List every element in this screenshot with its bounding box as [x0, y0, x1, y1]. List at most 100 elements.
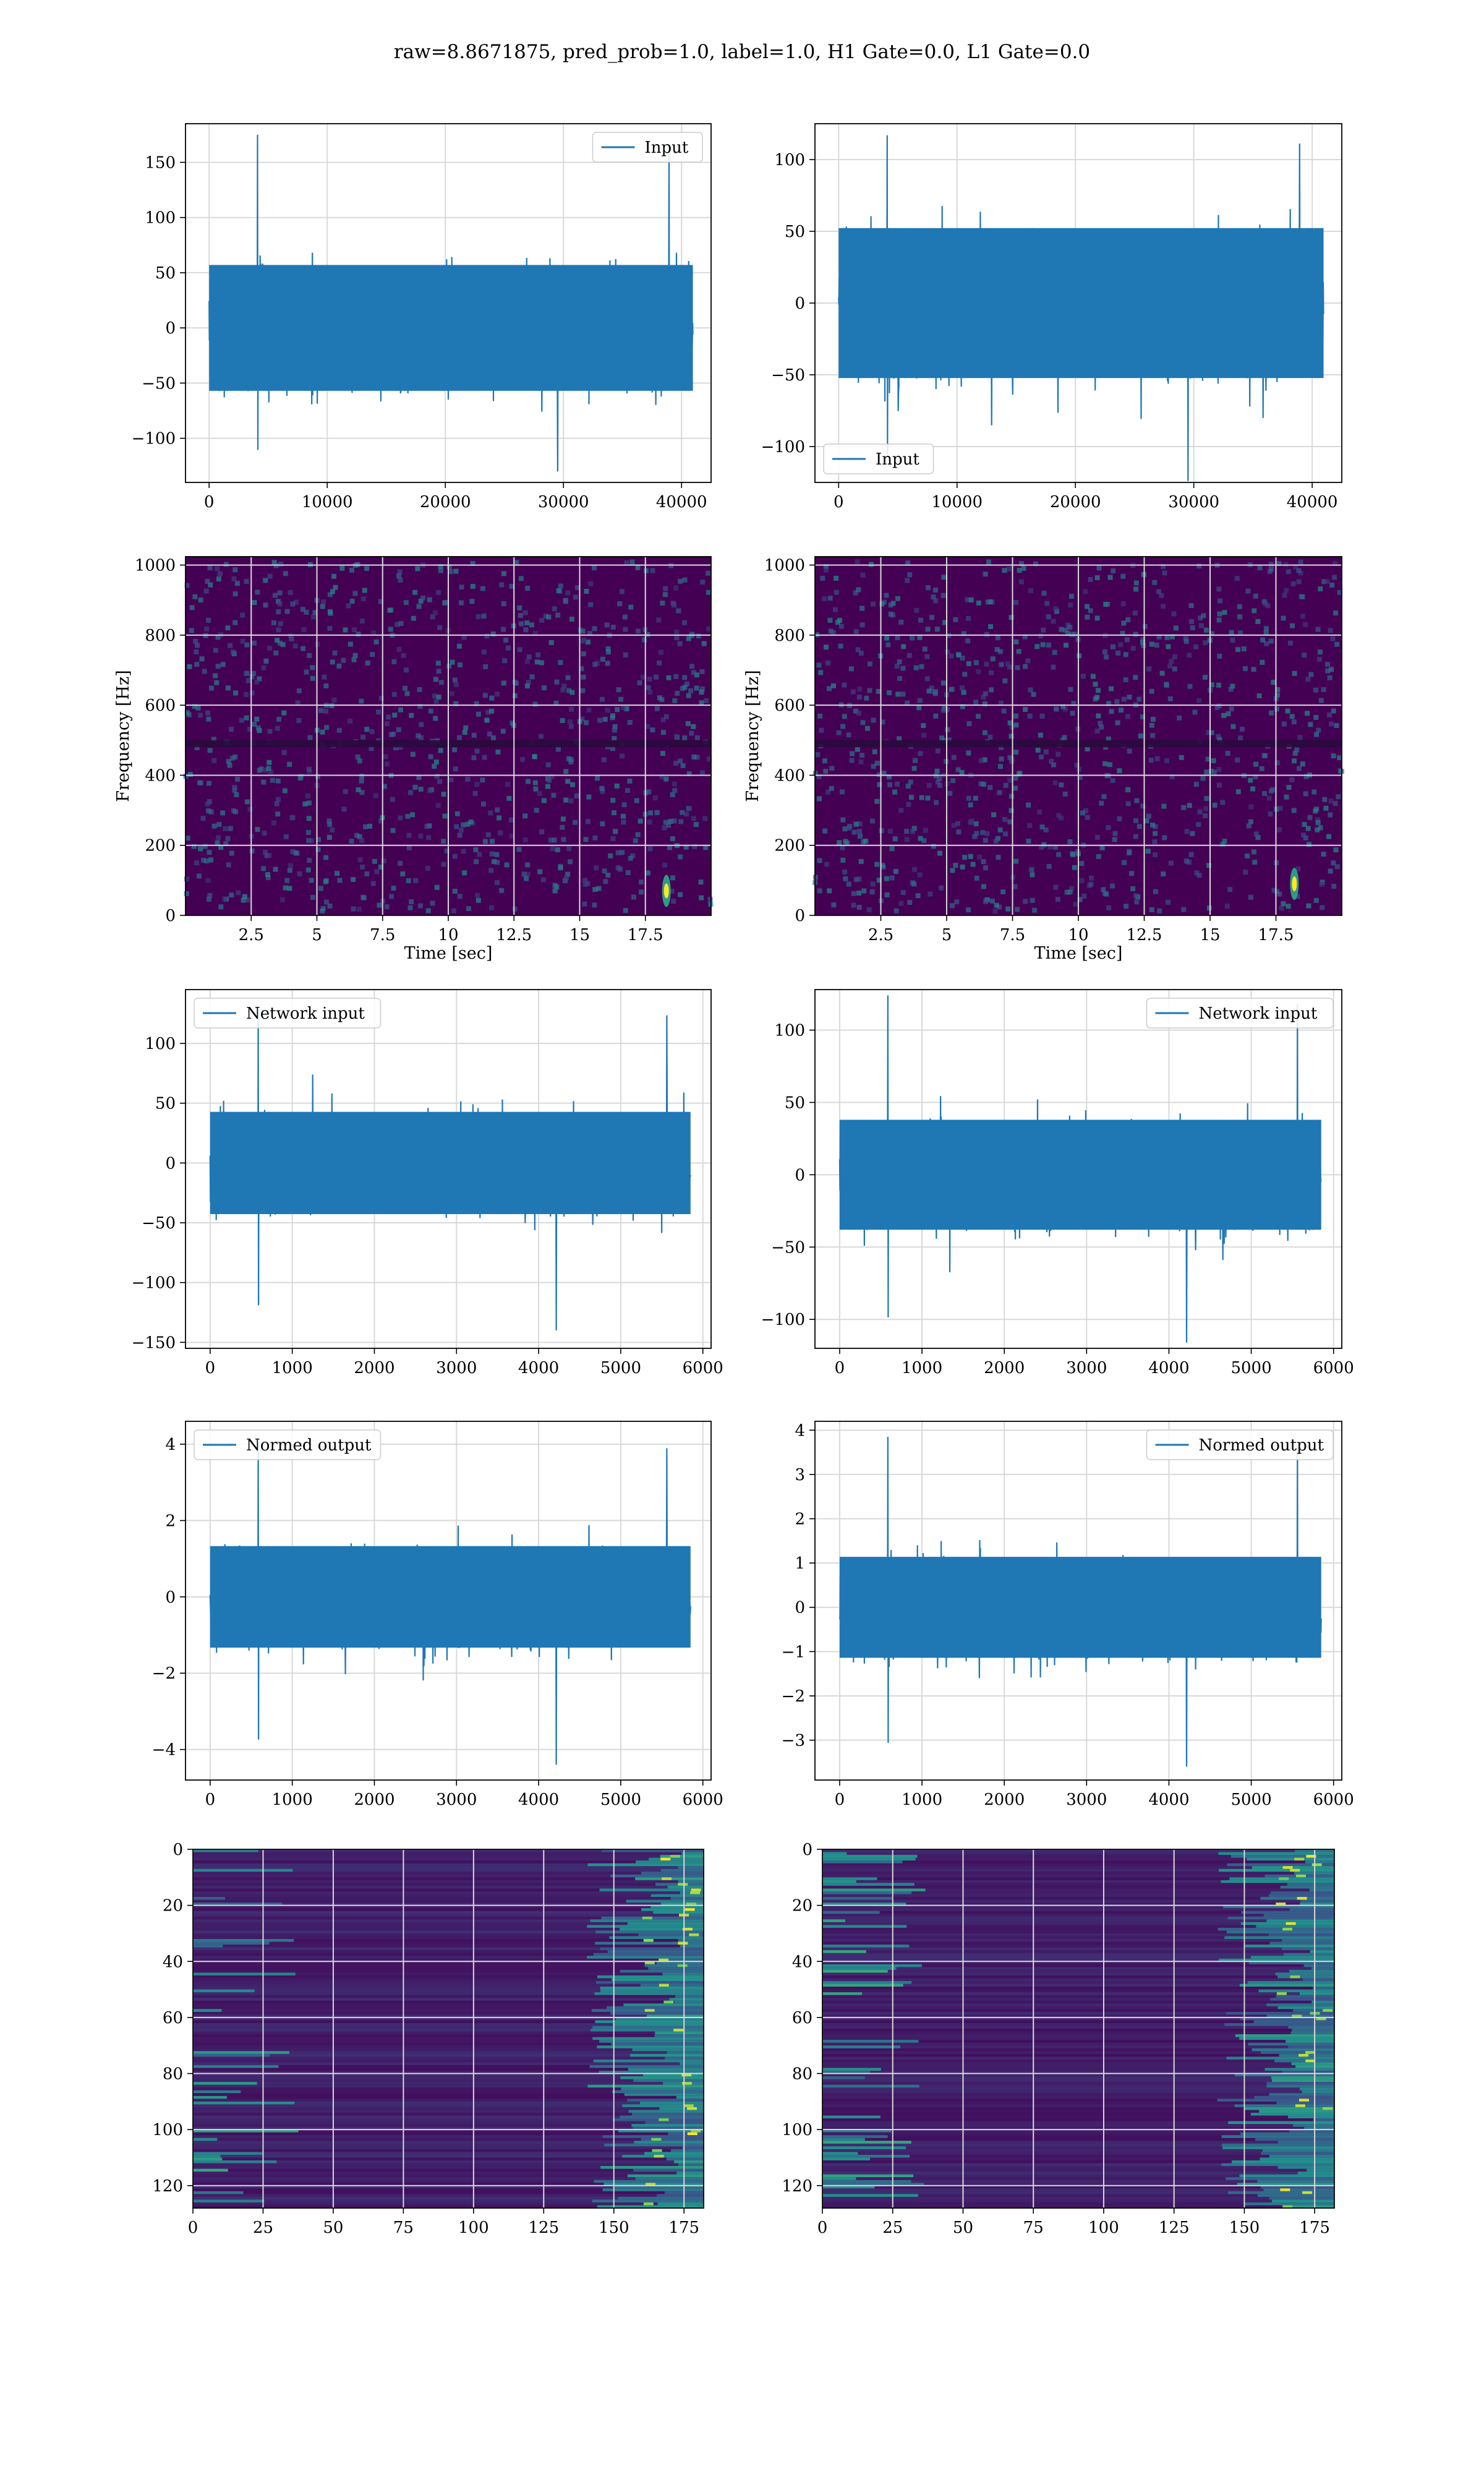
heatmap-cell [330, 589, 335, 594]
heatmap-row [822, 2020, 1334, 2024]
heatmap-cell [359, 618, 365, 624]
x-tick-label: 125 [1159, 2219, 1190, 2237]
heatmap-cell [706, 570, 711, 576]
heatmap-cell [524, 620, 530, 626]
heatmap-cell [857, 821, 863, 826]
heatmap-cell [1184, 829, 1190, 834]
heatmap-cell [186, 712, 192, 717]
y-tick-label: 2 [795, 1510, 805, 1529]
heatmap-row [822, 2146, 1334, 2150]
heatmap-cell [1318, 825, 1323, 831]
heatmap-row [193, 1947, 704, 1951]
heatmap-cell [1088, 881, 1094, 887]
heatmap-blob [602, 2135, 704, 2139]
heatmap-cell [1248, 819, 1253, 824]
heatmap-cell [365, 660, 370, 666]
heatmap-cell [1162, 570, 1167, 576]
heatmap-cell [404, 667, 409, 673]
heatmap-hotspot [673, 2029, 684, 2032]
heatmap-blob [822, 1925, 907, 1928]
heatmap-cell [1255, 618, 1261, 624]
heatmap-cell [482, 839, 488, 844]
heatmap-cell [535, 652, 541, 657]
heatmap-cell [612, 727, 617, 733]
heatmap-cell [378, 818, 384, 824]
heatmap-cell [223, 826, 228, 831]
heatmap-cell [1009, 615, 1014, 620]
heatmap-cell [257, 768, 262, 773]
heatmap-cell [1216, 617, 1222, 623]
heatmap-blob [633, 2126, 704, 2130]
x-tick-label: 3000 [1066, 1359, 1107, 1377]
heatmap-cell [1127, 748, 1132, 754]
heatmap-cell [608, 853, 613, 858]
heatmap-cell [504, 862, 510, 868]
heatmap-cell [1242, 666, 1248, 672]
heatmap-cell [207, 748, 213, 753]
heatmap-cell [702, 816, 708, 821]
heatmap-blob [1313, 2118, 1334, 2122]
heatmap-blob [587, 2084, 704, 2088]
heatmap-cell [220, 662, 226, 667]
legend-box [592, 132, 703, 163]
heatmap-cell [306, 837, 312, 843]
heatmap-cell [1106, 905, 1111, 910]
heatmap-row [822, 2087, 1334, 2091]
heatmap-cell [1054, 706, 1059, 712]
heatmap-cell [1102, 761, 1108, 766]
heatmap-row [193, 1874, 704, 1878]
heatmap-cell [983, 837, 988, 843]
heatmap-cell [357, 857, 363, 863]
plot-frame [185, 123, 712, 483]
x-tick-label: 0 [834, 493, 844, 511]
heatmap-row [822, 1927, 1334, 1931]
heatmap-blob [1240, 2017, 1334, 2021]
heatmap-cell [859, 606, 865, 611]
heatmap-cell [1260, 637, 1266, 643]
heatmap-cell [1167, 663, 1172, 669]
heatmap-cell [211, 737, 216, 742]
heatmap-cell [1002, 816, 1008, 822]
heatmap-cell [1208, 768, 1214, 774]
heatmap-cell [1274, 692, 1280, 698]
heatmap-hotspot [644, 1961, 655, 1965]
heatmap-cell [417, 903, 423, 909]
heatmap-blob [1300, 1899, 1334, 1903]
heatmap-cell [1164, 683, 1169, 688]
heatmap-row [193, 2126, 704, 2130]
heatmap-cell [529, 622, 534, 628]
heatmap-cell [1172, 654, 1178, 659]
heatmap-cell [1012, 785, 1018, 791]
heatmap-cell [911, 826, 917, 831]
heatmap-cell [1221, 713, 1227, 718]
heatmap-row [193, 2045, 704, 2049]
heatmap-blob [633, 2168, 704, 2172]
heatmap-cell [1169, 774, 1175, 779]
y-tick-label: 80 [792, 2065, 812, 2084]
heatmap-blob [1252, 1866, 1334, 1870]
heatmap-cell [191, 844, 197, 849]
heatmap-cell [254, 679, 260, 685]
heatmap-row [822, 2065, 1334, 2068]
heatmap-cell [485, 709, 491, 715]
heatmap-row [193, 2112, 704, 2116]
heatmap-blob [632, 2048, 704, 2052]
heatmap-blob [1292, 2009, 1334, 2013]
heatmap-row [822, 1868, 1334, 1872]
heatmap-blob [193, 1897, 226, 1901]
heatmap-blob [822, 1855, 918, 1859]
heatmap-cell [867, 688, 872, 693]
heatmap-cell [522, 610, 528, 615]
chart-normed-output-l1: 0 1000 2000 3000 4000 5000 6000−3−2−101234Norm… [782, 1421, 1354, 1809]
heatmap-cell [657, 660, 662, 666]
heatmap-cell [1133, 631, 1138, 637]
heatmap-cell [966, 615, 971, 621]
heatmap-cell [686, 771, 692, 776]
heatmap-cell [1060, 704, 1066, 709]
heatmap-cell [407, 905, 413, 910]
heatmap-cell [270, 777, 275, 783]
heatmap-cell [1110, 883, 1115, 889]
heatmap-cell [615, 865, 621, 871]
heatmap-cell [1303, 774, 1309, 779]
